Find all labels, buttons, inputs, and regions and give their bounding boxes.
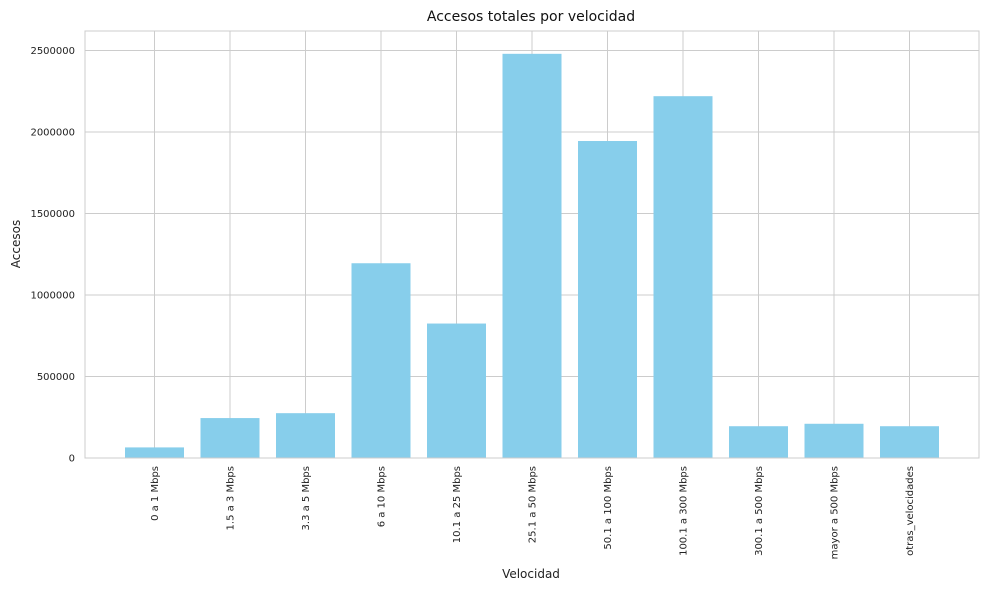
- bar: [502, 53, 562, 458]
- bar: [200, 418, 260, 458]
- bar: [427, 323, 486, 458]
- y-tick-label: 0: [69, 454, 75, 465]
- bar: [578, 141, 637, 459]
- bar: [276, 413, 335, 458]
- bar: [880, 426, 939, 458]
- y-tick-label: 1000000: [30, 291, 75, 302]
- x-tick-label: 6 a 10 Mbps: [377, 466, 388, 527]
- chart-title: Accesos totales por velocidad: [427, 9, 635, 25]
- x-axis-title: Velocidad: [502, 567, 560, 581]
- bar: [653, 96, 713, 458]
- x-tick-label: 3.3 a 5 Mbps: [301, 466, 312, 530]
- bar: [125, 447, 184, 458]
- x-tick-label: 0 a 1 Mbps: [150, 466, 161, 521]
- x-tick-label: otras_velocidades: [905, 466, 916, 556]
- y-tick-label: 2500000: [30, 46, 75, 57]
- x-tick-label: 25.1 a 50 Mbps: [528, 466, 539, 543]
- y-axis-title: Accesos: [9, 220, 23, 268]
- x-tick-label: 50.1 a 100 Mbps: [603, 466, 614, 550]
- y-tick-label: 1500000: [30, 209, 75, 220]
- x-tick-label: 10.1 a 25 Mbps: [452, 466, 463, 543]
- y-tick-labels: 0 500000 1000000 1500000 2000000 2500000: [30, 46, 75, 464]
- bar: [729, 426, 788, 458]
- x-tick-label: mayor a 500 Mbps: [830, 466, 841, 559]
- plot-frame: [84, 30, 980, 459]
- x-tick-label: 300.1 a 500 Mbps: [754, 466, 765, 556]
- bar: [804, 423, 864, 458]
- x-tick-label: 1.5 a 3 Mbps: [226, 466, 237, 530]
- x-tick-labels: 0 a 1 Mbps 1.5 a 3 Mbps 3.3 a 5 Mbps 6 a 10…: [150, 466, 916, 559]
- y-tick-label: 500000: [37, 372, 75, 383]
- y-tick-label: 2000000: [30, 128, 75, 139]
- x-tick-label: 100.1 a 300 Mbps: [679, 466, 690, 556]
- bar: [351, 263, 411, 458]
- bar-layer: [125, 53, 939, 459]
